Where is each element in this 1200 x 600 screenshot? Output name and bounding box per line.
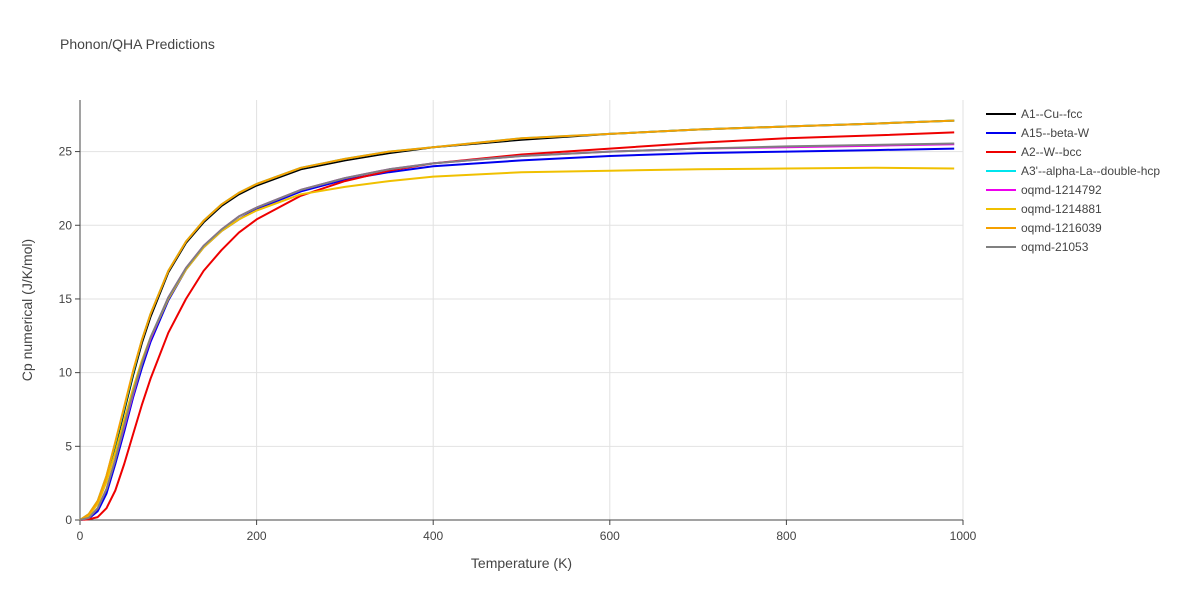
legend-label[interactable]: A3'--alpha-La--double-hcp bbox=[1021, 164, 1160, 178]
series-line-oqmd-1214881 bbox=[79, 166, 955, 521]
x-tick-label: 800 bbox=[776, 529, 796, 543]
y-tick-label: 0 bbox=[65, 513, 72, 527]
legend-label[interactable]: A2--W--bcc bbox=[1021, 145, 1081, 159]
y-tick-label: 10 bbox=[59, 366, 73, 380]
series-line-oqmd-1214792 bbox=[79, 143, 955, 521]
x-tick-label: 400 bbox=[423, 529, 443, 543]
legend-label[interactable]: oqmd-1214792 bbox=[1021, 183, 1102, 197]
legend-label[interactable]: oqmd-21053 bbox=[1021, 240, 1089, 254]
x-axis-title: Temperature (K) bbox=[471, 555, 572, 571]
y-tick-label: 25 bbox=[59, 145, 73, 159]
series-line-A3'--alpha-La--double-hcp bbox=[79, 119, 955, 521]
x-tick-label: 0 bbox=[77, 529, 84, 543]
series-line-A1--Cu--fcc bbox=[79, 119, 955, 521]
x-tick-label: 200 bbox=[247, 529, 267, 543]
y-tick-label: 5 bbox=[65, 439, 72, 453]
x-tick-label: 600 bbox=[600, 529, 620, 543]
chart-title: Phonon/QHA Predictions bbox=[60, 36, 215, 52]
series-line-oqmd-21053 bbox=[79, 142, 955, 521]
legend-label[interactable]: oqmd-1214881 bbox=[1021, 202, 1102, 216]
series-line-A15--beta-W bbox=[79, 147, 955, 521]
series-line-oqmd-1216039 bbox=[79, 119, 955, 521]
x-tick-label: 1000 bbox=[950, 529, 977, 543]
legend-label[interactable]: oqmd-1216039 bbox=[1021, 221, 1102, 235]
y-tick-label: 15 bbox=[59, 292, 73, 306]
y-axis-title: Cp numerical (J/K/mol) bbox=[19, 239, 35, 381]
y-tick-label: 20 bbox=[59, 218, 73, 232]
legend-label[interactable]: A1--Cu--fcc bbox=[1021, 107, 1082, 121]
series-line-A2--W--bcc bbox=[79, 131, 955, 521]
legend-label[interactable]: A15--beta-W bbox=[1021, 126, 1090, 140]
